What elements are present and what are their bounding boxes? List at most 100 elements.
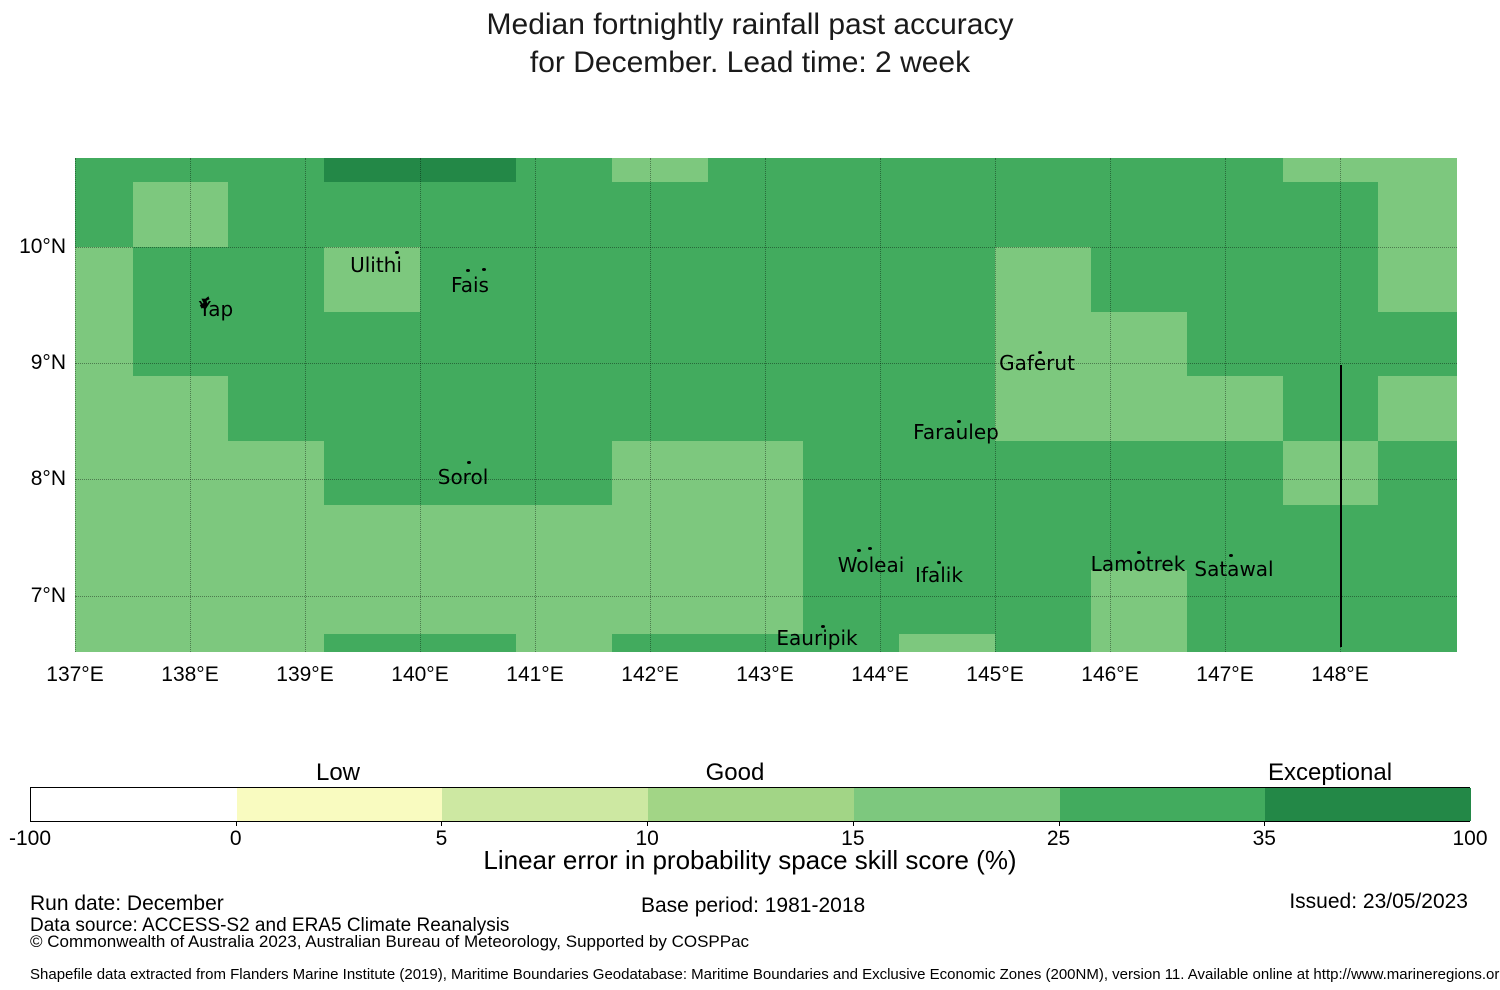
grid-cell bbox=[420, 505, 517, 571]
grid-cell bbox=[1282, 182, 1379, 248]
grid-cell bbox=[420, 311, 517, 377]
grid-cell bbox=[324, 376, 421, 442]
grid-cell bbox=[324, 182, 421, 248]
colorbar-tick-label: 35 bbox=[1252, 827, 1276, 850]
island-marker bbox=[395, 251, 399, 254]
island-label: Gaferut bbox=[999, 351, 1075, 375]
colorbar-tick-label: -100 bbox=[8, 827, 52, 850]
colorbar-axis-label: Linear error in probability space skill … bbox=[483, 845, 1017, 875]
grid-cell bbox=[899, 634, 996, 652]
grid-cell bbox=[1378, 634, 1457, 652]
grid-cell bbox=[132, 569, 229, 635]
grid-cell bbox=[324, 311, 421, 377]
grid-cell bbox=[132, 376, 229, 442]
colorbar-category-label: Low bbox=[315, 759, 361, 786]
grid-cell bbox=[995, 182, 1092, 248]
colorbar-segment bbox=[1265, 788, 1472, 821]
grid-cell bbox=[1378, 376, 1457, 442]
island-label: Ulithi bbox=[350, 253, 402, 277]
colorbar-tick-label: 15 bbox=[841, 827, 865, 850]
x-tick-label: 146°E bbox=[1081, 663, 1139, 686]
grid-cell bbox=[707, 569, 804, 635]
island-marker bbox=[482, 268, 486, 271]
island-label: Faraulep bbox=[913, 420, 999, 444]
grid-cell bbox=[228, 182, 325, 248]
island-marker bbox=[868, 547, 872, 550]
grid-cell bbox=[899, 505, 996, 571]
grid-cell bbox=[1186, 634, 1284, 652]
y-tick-label: 7°N bbox=[30, 583, 66, 607]
run-date-text: Run date: December bbox=[30, 892, 224, 915]
grid-cell bbox=[515, 182, 613, 248]
grid-cell bbox=[1378, 158, 1457, 183]
grid-cell bbox=[899, 158, 996, 183]
grid-cell bbox=[995, 505, 1092, 571]
longitude-gridline bbox=[420, 158, 421, 652]
colorbar-category-label: Good bbox=[705, 759, 765, 786]
grid-cell bbox=[228, 311, 325, 377]
grid-cell bbox=[75, 505, 134, 571]
grid-cell bbox=[707, 158, 804, 183]
grid-cell bbox=[1186, 158, 1284, 183]
base-period-text: Base period: 1981-2018 bbox=[641, 894, 866, 917]
island-label: Ifalik bbox=[915, 563, 963, 587]
copyright-text: © Commonwealth of Australia 2023, Austra… bbox=[30, 932, 750, 951]
island-label: Yap bbox=[198, 297, 234, 321]
grid-cell bbox=[324, 247, 421, 313]
grid-cell bbox=[515, 634, 613, 652]
issued-date-text: Issued: 23/05/2023 bbox=[1289, 890, 1468, 913]
island-marker bbox=[1137, 551, 1141, 554]
grid-cell bbox=[1186, 182, 1284, 248]
grid-cell bbox=[420, 569, 517, 635]
grid-cell bbox=[420, 182, 517, 248]
grid-cell bbox=[611, 376, 709, 442]
eez-boundary-line bbox=[1340, 365, 1342, 647]
colorbar-tick-label: 0 bbox=[229, 827, 242, 850]
longitude-gridline bbox=[1110, 158, 1111, 652]
island-marker bbox=[957, 420, 961, 423]
grid-cell bbox=[515, 311, 613, 377]
y-tick-label: 8°N bbox=[30, 467, 66, 491]
grid-cell bbox=[515, 440, 613, 506]
grid-cell bbox=[899, 182, 996, 248]
grid-cell bbox=[611, 247, 709, 313]
grid-cell bbox=[75, 634, 134, 652]
grid-cell bbox=[1186, 311, 1284, 377]
grid-cell bbox=[995, 311, 1092, 377]
grid-cell bbox=[1090, 376, 1188, 442]
grid-cell bbox=[1186, 505, 1284, 571]
grid-cell bbox=[515, 247, 613, 313]
colorbar bbox=[30, 787, 1472, 822]
island-marker bbox=[937, 561, 941, 564]
grid-cell bbox=[228, 247, 325, 313]
grid-cell bbox=[132, 634, 229, 652]
grid-cell bbox=[420, 440, 517, 506]
grid-cell bbox=[995, 247, 1092, 313]
latitude-gridline bbox=[75, 595, 1457, 597]
colorbar-tick-label: 25 bbox=[1046, 827, 1071, 850]
grid-cell bbox=[132, 247, 229, 313]
colorbar-tick-mark bbox=[647, 822, 649, 826]
colorbar-tick-label: 10 bbox=[635, 827, 659, 850]
grid-cell bbox=[707, 311, 804, 377]
grid-cell bbox=[803, 505, 900, 571]
y-tick-label: 10°N bbox=[19, 235, 66, 258]
grid-cell bbox=[420, 158, 517, 183]
grid-cell bbox=[1186, 247, 1284, 313]
grid-cell bbox=[1378, 247, 1457, 313]
x-tick-label: 140°E bbox=[391, 663, 449, 686]
grid-cell bbox=[515, 569, 613, 635]
grid-cell bbox=[132, 158, 229, 183]
grid-cell bbox=[707, 247, 804, 313]
colorbar-segment bbox=[31, 788, 238, 821]
grid-cell bbox=[803, 311, 900, 377]
grid-cell bbox=[324, 440, 421, 506]
island-marker bbox=[467, 461, 471, 464]
grid-cell bbox=[1090, 247, 1188, 313]
x-tick-label: 144°E bbox=[851, 663, 909, 686]
island-label: Eauripik bbox=[776, 626, 858, 650]
x-tick-label: 145°E bbox=[966, 663, 1024, 686]
grid-cell bbox=[228, 505, 325, 571]
grid-cell bbox=[707, 182, 804, 248]
